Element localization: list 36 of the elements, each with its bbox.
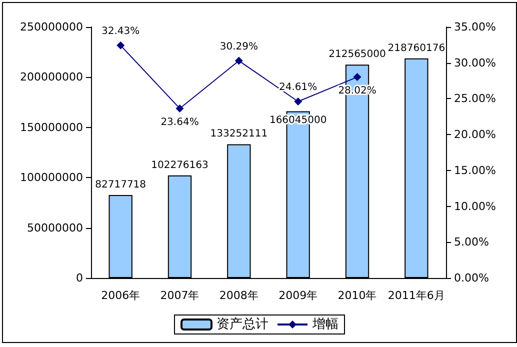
data-label: 212565000	[328, 49, 386, 60]
legend-label: 资产总计	[216, 317, 268, 332]
y2-tick-label: 10.00%	[454, 200, 496, 213]
legend-label: 增幅	[312, 317, 338, 332]
y-tick-label: 100000000	[20, 171, 83, 184]
data-label: 218760176	[388, 42, 446, 54]
x-tick-label: 2007年	[160, 289, 200, 302]
y-tick-label: 200000000	[20, 70, 83, 84]
y-tick-label: 250000000	[20, 20, 83, 34]
y2-tick-label: 20.00%	[454, 128, 496, 142]
x-tick-label: 2008年	[219, 289, 258, 302]
point	[234, 56, 243, 65]
y2-tick-label: 0.00%	[454, 272, 489, 284]
y2-tick-label: 30.00%	[454, 56, 496, 70]
data-label: 82717718	[95, 179, 146, 190]
y-tick-label: 150000000	[20, 120, 83, 134]
point	[294, 98, 302, 106]
data-label: 102276163	[151, 160, 208, 171]
point	[176, 104, 184, 112]
data-label: 23.64%	[160, 116, 199, 128]
x-tick-label: 2006年	[101, 289, 140, 302]
y2-tick-label: 5.00%	[454, 236, 489, 249]
data-label: 133252111	[210, 128, 268, 140]
y-tick-label: 50000000	[27, 221, 83, 234]
data-label: 32.43%	[102, 26, 140, 37]
point	[116, 41, 125, 50]
x-tick-label: 2009年	[278, 289, 318, 302]
y2-tick-label: 35.00%	[454, 20, 496, 34]
x-tick-label: 2011年6月	[388, 289, 445, 302]
x-tick-label: 2010年	[338, 289, 377, 302]
data-label: 30.29%	[220, 41, 258, 52]
y2-tick-label: 25.00%	[454, 92, 496, 106]
y-tick-label: 0	[76, 272, 83, 284]
y2-tick-label: 15.00%	[454, 164, 496, 177]
point	[353, 73, 362, 82]
data-label: 24.61%	[279, 82, 318, 94]
